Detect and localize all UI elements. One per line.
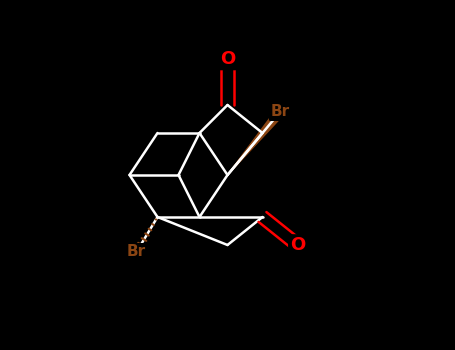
Text: Br: Br — [270, 105, 289, 119]
Polygon shape — [228, 109, 283, 175]
Text: Br: Br — [127, 245, 146, 259]
Text: O: O — [220, 50, 235, 69]
Text: O: O — [290, 236, 305, 254]
